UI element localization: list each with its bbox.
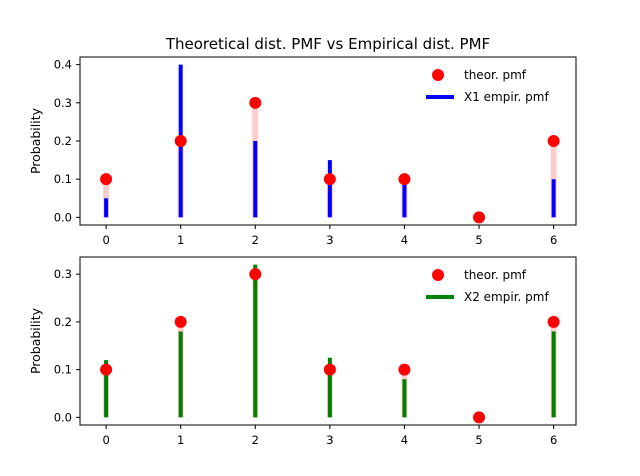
- legend-theoretical-label: theor. pmf: [464, 268, 527, 282]
- bottom-subplot: 0 1 2 3 4 5 6 0.0 0.1 0.2 0.3 Probability theor. pmf…: [28, 256, 577, 447]
- theoretical-point: [100, 363, 113, 376]
- x-tick-label: 0: [102, 433, 109, 447]
- x-tick-label: 6: [550, 433, 557, 447]
- x-tick-label: 4: [401, 433, 408, 447]
- theoretical-point: [547, 135, 560, 147]
- theoretical-point: [473, 211, 486, 224]
- y-tick-label: 0.3: [54, 96, 72, 110]
- theoretical-point: [174, 135, 187, 147]
- legend-theoretical-marker: [432, 69, 444, 81]
- y-tick-label: 0.2: [54, 134, 72, 148]
- y-axis-label: Probability: [28, 107, 43, 174]
- theoretical-point: [249, 268, 262, 281]
- y-tick-label: 0.0: [54, 210, 72, 224]
- x-tick-label: 5: [475, 233, 482, 247]
- theoretical-point: [473, 411, 486, 424]
- theoretical-point: [398, 173, 411, 186]
- theoretical-point: [174, 315, 187, 328]
- y-tick-label: 0.0: [54, 410, 72, 424]
- theoretical-point: [249, 96, 262, 109]
- y-tick-label: 0.3: [54, 267, 72, 281]
- legend-empirical-label: X2 empir. pmf: [464, 290, 549, 304]
- chart-title: Theoretical dist. PMF vs Empirical dist.…: [165, 35, 490, 53]
- x-tick-label: 3: [326, 433, 333, 447]
- theoretical-point: [323, 173, 336, 186]
- legend-theoretical-label: theor. pmf: [464, 68, 527, 82]
- axes-frame: [79, 256, 577, 426]
- theoretical-point: [547, 315, 560, 328]
- x-tick-label: 3: [326, 233, 333, 247]
- x-tick-label: 1: [177, 233, 184, 247]
- y-tick-label: 0.1: [54, 172, 72, 186]
- x-tick-label: 6: [550, 233, 557, 247]
- y-tick-label: 0.2: [54, 315, 72, 329]
- x-tick-label: 1: [177, 433, 184, 447]
- x-tick-label: 2: [252, 433, 259, 447]
- theoretical-point: [398, 363, 411, 376]
- top-subplot: 0 1 2 3 4 5 6 0.0 0.1 0.2 0.3 0.4 Probability theor. …: [28, 56, 577, 247]
- theoretical-point: [100, 173, 113, 186]
- legend-theoretical-marker: [432, 269, 444, 281]
- y-axis-label: Probability: [28, 307, 43, 374]
- x-tick-label: 0: [102, 233, 109, 247]
- y-tick-label: 0.1: [54, 363, 72, 377]
- x-tick-label: 5: [475, 433, 482, 447]
- y-tick-label: 0.4: [54, 58, 72, 72]
- legend-empirical-label: X1 empir. pmf: [464, 90, 549, 104]
- x-tick-label: 2: [252, 233, 259, 247]
- theoretical-point: [323, 363, 336, 376]
- x-tick-label: 4: [401, 233, 408, 247]
